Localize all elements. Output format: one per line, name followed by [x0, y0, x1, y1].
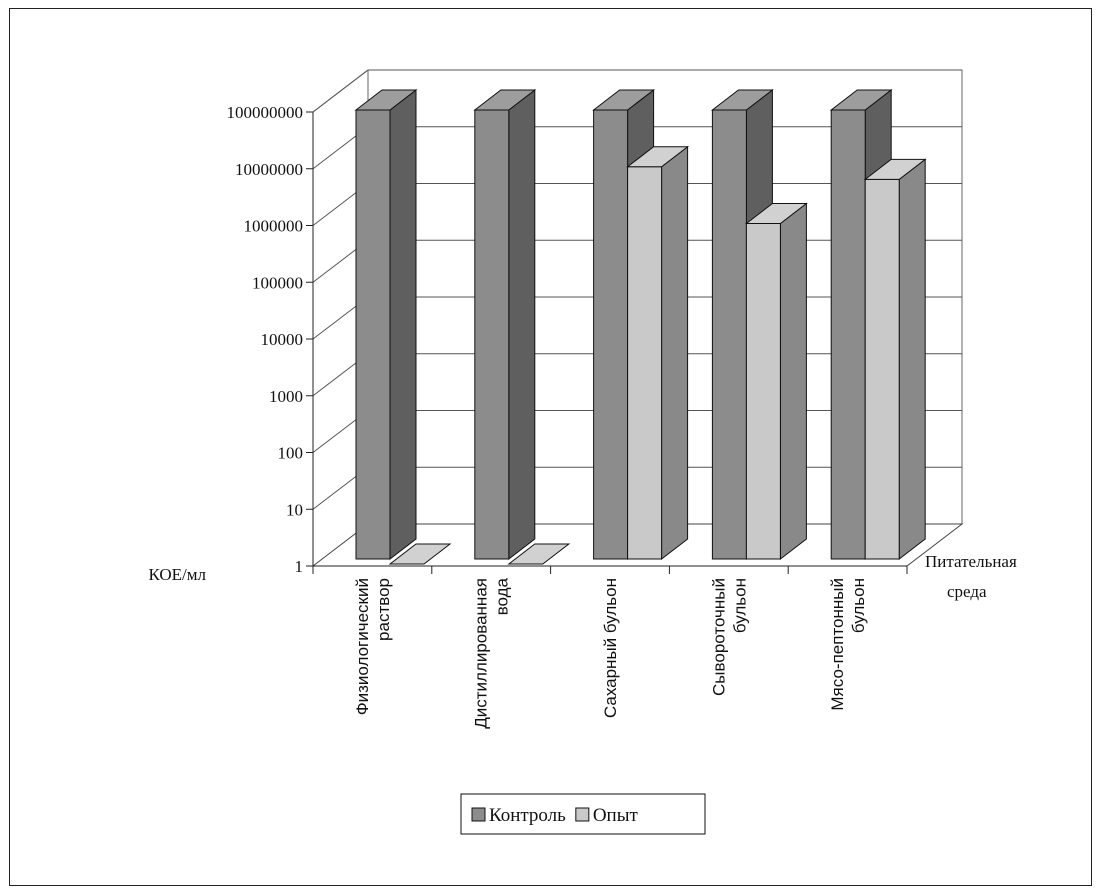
top-depth-line — [312, 69, 369, 113]
y-tick-label: 10 — [286, 500, 303, 519]
legend: Контроль Опыт — [460, 793, 706, 835]
x-axis-title: Питательная — [925, 552, 1017, 571]
x-category-label: Сывороточный — [709, 578, 728, 696]
y-tick-label: 1000000 — [244, 217, 304, 236]
chart-frame: 1 10 100 1000 10000 100000 1000000 10000000 1000… — [9, 8, 1092, 886]
bar-top — [388, 543, 452, 565]
axes — [306, 69, 908, 574]
bar-Опыт-1 — [507, 543, 571, 565]
bars — [354, 88, 927, 565]
bar-top — [354, 89, 418, 111]
bar-side — [779, 202, 807, 561]
y-tick-label: 1 — [295, 557, 304, 576]
bar-front — [745, 223, 781, 560]
y-tick-label: 100000000 — [227, 103, 304, 122]
labels: 1 10 100 1000 10000 100000 1000000 10000000 1000… — [148, 103, 1017, 729]
y-axis-title: КОЕ/мл — [148, 565, 206, 584]
bar-Контроль-0 — [354, 88, 418, 561]
x-axis-title: среда — [947, 582, 987, 601]
bar-top — [473, 89, 537, 111]
bar-top — [863, 158, 927, 180]
bar-Опыт-3 — [744, 202, 808, 561]
bar-Опыт-0 — [388, 543, 452, 565]
bar-side — [661, 145, 689, 561]
bar-Опыт-4 — [863, 158, 927, 561]
x-category-label: раствор — [374, 578, 393, 641]
y-tick-label: 100000 — [252, 273, 303, 292]
x-category-label: Дистиллированная — [472, 578, 491, 729]
y-tick-label: 100 — [278, 444, 304, 463]
bar-side — [508, 88, 536, 561]
bar-Контроль-1 — [473, 88, 537, 561]
x-category-label: Мясо-пептонный — [828, 578, 847, 711]
bar-top — [744, 203, 808, 224]
bar-Опыт-2 — [626, 145, 690, 561]
bar-side — [898, 158, 926, 561]
y-tick-label: 10000 — [261, 330, 304, 349]
bar-front — [355, 109, 391, 560]
x-category-label: Физиологический — [353, 578, 372, 715]
y-tick-label: 10000000 — [235, 160, 303, 179]
legend-label-1: Опыт — [593, 805, 639, 826]
bar-top — [507, 543, 571, 565]
bar-top — [829, 89, 893, 111]
x-category-label: вода — [493, 577, 512, 615]
bar-front — [627, 166, 663, 560]
bar-front — [864, 178, 900, 560]
bar-side — [389, 88, 417, 561]
bar-chart-3d: 1 10 100 1000 10000 100000 1000000 10000000 1000… — [148, 69, 1017, 835]
bar-top — [710, 89, 774, 111]
x-category-label: бульон — [730, 578, 749, 633]
legend-swatch-1 — [575, 807, 590, 822]
legend-swatch-0 — [471, 807, 486, 822]
bar-front — [593, 109, 629, 560]
bar-front — [711, 109, 747, 560]
bar-top — [626, 146, 690, 168]
bar-front — [830, 109, 866, 560]
x-category-label: Сахарный бульон — [601, 578, 620, 718]
legend-label-0: Контроль — [489, 805, 566, 826]
chart-legend: Контроль Опыт — [460, 793, 706, 835]
bar-front — [474, 109, 510, 560]
y-tick-label: 1000 — [269, 387, 303, 406]
x-category-label: бульон — [849, 578, 868, 633]
bar-top — [592, 89, 656, 111]
